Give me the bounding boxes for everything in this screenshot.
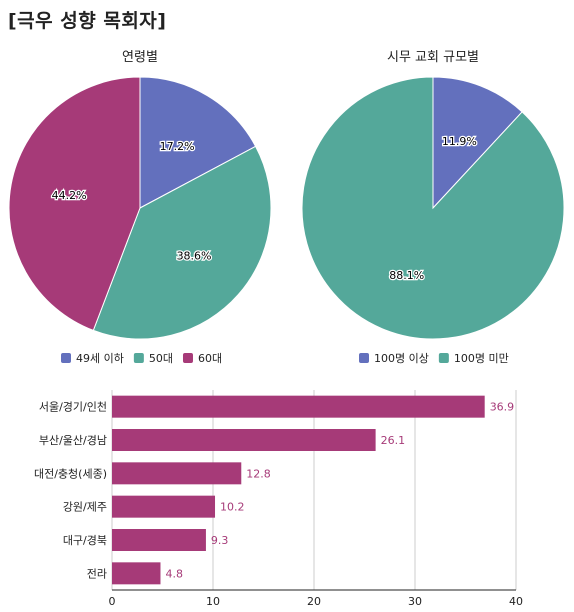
age-pie-slice-label-0: 17.2% bbox=[160, 140, 195, 153]
age-pie-legend-swatch-1 bbox=[133, 353, 144, 363]
bar-2 bbox=[112, 462, 242, 485]
age-pie-legend-label-0: 49세 이하 bbox=[76, 351, 124, 365]
size-pie-legend-swatch-1 bbox=[438, 353, 449, 363]
bar-category-label-1: 부산/울산/경남 bbox=[39, 434, 107, 447]
bar-0 bbox=[112, 395, 485, 418]
bar-category-label-3: 강원/제주 bbox=[63, 501, 107, 514]
size-pie-legend-label-1: 100명 미만 bbox=[454, 352, 509, 365]
bar-x-tick-label-1: 10 bbox=[206, 595, 220, 608]
age-pie-legend-swatch-0 bbox=[61, 353, 71, 363]
bar-category-label-5: 전라 bbox=[87, 567, 107, 580]
bar-4 bbox=[112, 529, 206, 551]
age-pie-legend-swatch-2 bbox=[182, 353, 193, 363]
bar-category-label-0: 서울/경기/인천 bbox=[39, 400, 107, 414]
bar-category-label-4: 대구/경북 bbox=[63, 534, 107, 547]
age-pie-slice-label-1: 38.6% bbox=[177, 250, 212, 263]
bar-chart-region: 0 10 20 30 40 서울/경기/인천 36.9 부산/울산/경남 26.1 대전/충청(세… bbox=[34, 390, 523, 608]
age-pie-slice-1 bbox=[92, 145, 272, 340]
bar-value-label-2: 12.8 bbox=[246, 467, 271, 480]
size-pie-slice-0 bbox=[432, 76, 523, 210]
bar-5 bbox=[112, 562, 161, 585]
bar-x-tick-label-2: 20 bbox=[307, 595, 321, 608]
bar-1 bbox=[112, 429, 376, 451]
size-pie-slice-label-1: 88.1% bbox=[389, 269, 424, 282]
age-pie-slice-2 bbox=[8, 76, 141, 332]
bar-x-tick-label-3: 30 bbox=[408, 595, 422, 608]
bar-x-tick-label-0: 0 bbox=[109, 595, 116, 608]
bar-value-label-0: 36.9 bbox=[490, 401, 515, 414]
age-pie-slice-label-2: 44.2% bbox=[52, 189, 87, 202]
bar-value-label-1: 26.1 bbox=[381, 434, 406, 447]
bar-value-label-5: 4.8 bbox=[165, 567, 183, 580]
pie-chart-age: 연령별 17.2% 38.6% 44.2% 49세 이하 50대 60대 bbox=[8, 50, 272, 365]
size-pie-slice-1 bbox=[301, 76, 565, 340]
page-title: [극우 성향 목회자] bbox=[8, 10, 167, 32]
bar-value-label-4: 9.3 bbox=[211, 534, 229, 547]
age-pie-title: 연령별 bbox=[122, 50, 158, 65]
age-pie-legend-label-2: 60대 bbox=[198, 352, 222, 365]
size-pie-legend-swatch-0 bbox=[359, 353, 369, 363]
size-pie-legend-label-0: 100명 이상 bbox=[374, 352, 429, 365]
bar-category-label-2: 대전/충청(세종) bbox=[34, 467, 107, 480]
size-pie-slice-label-0: 11.9% bbox=[442, 135, 477, 148]
pie-chart-church-size: 시무 교회 규모별 11.9% 88.1% 100명 이상 100명 미만 bbox=[301, 50, 565, 365]
age-pie-legend-label-1: 50대 bbox=[149, 352, 173, 365]
bar-3 bbox=[112, 495, 216, 518]
bar-value-label-3: 10.2 bbox=[220, 501, 245, 514]
size-pie-title: 시무 교회 규모별 bbox=[387, 50, 479, 65]
age-pie-slice-0 bbox=[139, 76, 257, 209]
bar-x-tick-label-4: 40 bbox=[509, 595, 523, 608]
